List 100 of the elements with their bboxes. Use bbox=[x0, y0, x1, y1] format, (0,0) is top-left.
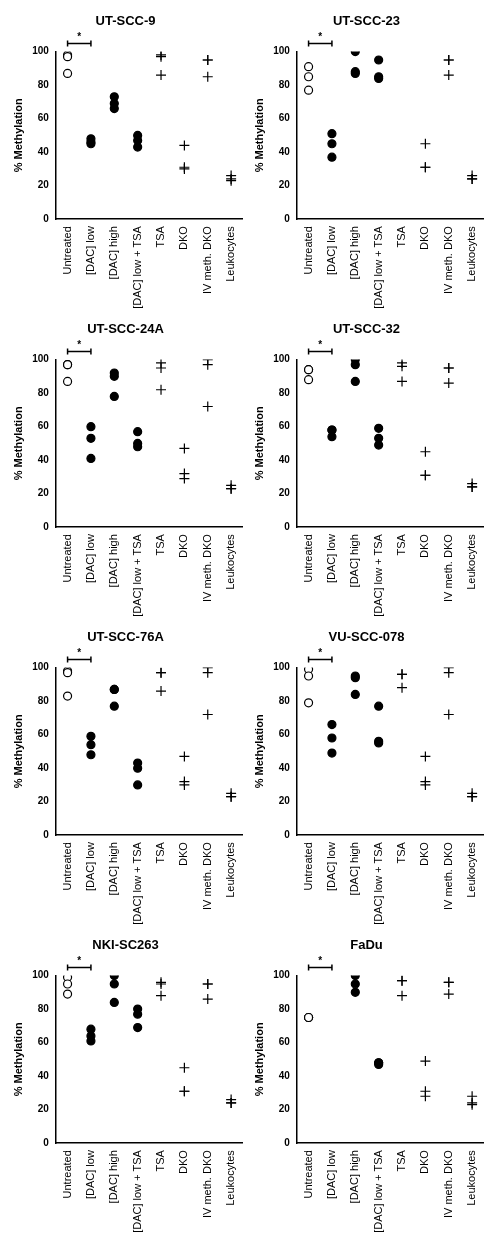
x-tick-label: [DAC] low + TSA bbox=[130, 841, 143, 925]
y-axis-title: % Methylation bbox=[11, 406, 24, 481]
y-tick-label: 20 bbox=[37, 1103, 50, 1115]
x-tick-label: Leukocytes bbox=[465, 225, 478, 282]
y-tick-label: 0 bbox=[284, 828, 291, 840]
x-tick-label: TSA bbox=[154, 225, 167, 248]
x-tick-label: [DAC] low + TSA bbox=[371, 533, 384, 617]
x-tick-label: Untreated bbox=[301, 226, 314, 275]
x-tick-label: Untreated bbox=[60, 842, 73, 891]
x-tick-label: TSA bbox=[395, 533, 408, 556]
x-tick-label: DKO bbox=[177, 841, 190, 867]
x-tick-label: [DAC] high bbox=[107, 534, 120, 588]
x-tick-label: Untreated bbox=[60, 1150, 73, 1199]
x-tick-label: [DAC] low bbox=[324, 1150, 337, 1200]
y-axis-title: % Methylation bbox=[252, 1022, 265, 1097]
x-tick-label: TSA bbox=[154, 533, 167, 556]
y-tick-label: 80 bbox=[37, 694, 50, 706]
x-tick-label: [DAC] high bbox=[348, 534, 361, 588]
y-tick-label: 0 bbox=[43, 828, 50, 840]
x-tick-label: [DAC] low + TSA bbox=[130, 533, 143, 617]
chart-title: UT-SCC-76A bbox=[87, 629, 165, 645]
y-tick-label: 100 bbox=[32, 45, 50, 57]
x-tick-label: TSA bbox=[154, 1149, 167, 1172]
chart-title: FaDu bbox=[350, 937, 383, 953]
y-tick-label: 20 bbox=[37, 795, 50, 807]
x-tick-label: IV meth. DKO bbox=[200, 533, 213, 603]
y-tick-label: 100 bbox=[273, 45, 291, 57]
y-tick-label: 20 bbox=[37, 179, 50, 191]
x-tick-label: [DAC] low bbox=[83, 534, 96, 584]
x-tick-label: DKO bbox=[418, 841, 431, 867]
x-tick-label: Leukocytes bbox=[465, 1149, 478, 1206]
y-tick-label: 40 bbox=[37, 1069, 50, 1081]
text: * bbox=[77, 31, 82, 43]
y-tick-label: 0 bbox=[43, 520, 50, 532]
y-tick-label: 0 bbox=[284, 212, 291, 224]
y-tick-label: 80 bbox=[278, 1002, 291, 1014]
x-tick-label: [DAC] high bbox=[107, 226, 120, 280]
x-tick-label: DKO bbox=[177, 225, 190, 251]
x-tick-label: DKO bbox=[177, 1149, 190, 1175]
x-tick-label: Leukocytes bbox=[465, 841, 478, 898]
chart-title: UT-SCC-32 bbox=[332, 321, 401, 337]
text: * bbox=[318, 339, 323, 351]
y-tick-label: 0 bbox=[43, 212, 50, 224]
y-tick-label: 80 bbox=[37, 1002, 50, 1014]
text: * bbox=[318, 647, 323, 659]
chart-title: NKI-SC263 bbox=[92, 937, 159, 953]
x-tick-label: [DAC] low bbox=[83, 226, 96, 276]
y-tick-label: 60 bbox=[37, 420, 50, 432]
y-tick-label: 60 bbox=[278, 112, 291, 124]
y-tick-label: 80 bbox=[278, 78, 291, 90]
y-tick-label: 60 bbox=[278, 420, 291, 432]
x-tick-label: [DAC] high bbox=[348, 226, 361, 280]
y-tick-label: 40 bbox=[37, 145, 50, 157]
x-tick-label: IV meth. DKO bbox=[441, 533, 454, 603]
x-tick-label: DKO bbox=[418, 225, 431, 251]
x-tick-label: IV meth. DKO bbox=[441, 841, 454, 911]
x-tick-label: Untreated bbox=[301, 1150, 314, 1199]
x-tick-label: TSA bbox=[395, 1149, 408, 1172]
y-tick-label: 40 bbox=[278, 145, 291, 157]
x-tick-label: Untreated bbox=[301, 842, 314, 891]
x-tick-label: IV meth. DKO bbox=[200, 841, 213, 911]
y-tick-label: 20 bbox=[278, 487, 291, 499]
y-tick-label: 100 bbox=[273, 661, 291, 673]
y-tick-label: 80 bbox=[278, 386, 291, 398]
x-tick-label: [DAC] low bbox=[324, 842, 337, 892]
text: * bbox=[77, 955, 82, 967]
y-tick-label: 100 bbox=[32, 353, 50, 365]
y-axis-title: % Methylation bbox=[252, 98, 265, 173]
x-tick-label: Untreated bbox=[60, 534, 73, 583]
y-tick-label: 100 bbox=[32, 969, 50, 981]
y-axis-title: % Methylation bbox=[252, 714, 265, 789]
chart-title: UT-SCC-24A bbox=[87, 321, 165, 337]
y-tick-label: 20 bbox=[278, 1103, 291, 1115]
y-tick-label: 60 bbox=[278, 728, 291, 740]
x-tick-label: DKO bbox=[418, 1149, 431, 1175]
x-tick-label: DKO bbox=[177, 533, 190, 559]
y-tick-label: 100 bbox=[32, 661, 50, 673]
x-tick-label: [DAC] low + TSA bbox=[371, 225, 384, 309]
x-tick-label: IV meth. DKO bbox=[441, 1149, 454, 1219]
y-axis-title: % Methylation bbox=[11, 1022, 24, 1097]
x-tick-label: [DAC] high bbox=[348, 842, 361, 896]
x-tick-label: [DAC] high bbox=[107, 1150, 120, 1204]
y-tick-label: 60 bbox=[278, 1036, 291, 1048]
x-tick-label: [DAC] low + TSA bbox=[130, 225, 143, 309]
x-tick-label: TSA bbox=[154, 841, 167, 864]
y-tick-label: 0 bbox=[43, 1136, 50, 1148]
x-tick-label: IV meth. DKO bbox=[200, 1149, 213, 1219]
x-tick-label: [DAC] low + TSA bbox=[371, 841, 384, 925]
x-tick-label: Untreated bbox=[60, 226, 73, 275]
y-tick-label: 20 bbox=[278, 179, 291, 191]
x-tick-label: IV meth. DKO bbox=[441, 225, 454, 295]
chart-title: VU-SCC-078 bbox=[328, 629, 405, 645]
y-tick-label: 60 bbox=[37, 1036, 50, 1048]
x-tick-label: [DAC] low bbox=[324, 226, 337, 276]
y-tick-label: 80 bbox=[37, 78, 50, 90]
x-tick-label: Leukocytes bbox=[224, 841, 237, 898]
x-tick-label: TSA bbox=[395, 841, 408, 864]
y-tick-label: 40 bbox=[278, 453, 291, 465]
y-tick-label: 60 bbox=[37, 728, 50, 740]
y-tick-label: 20 bbox=[37, 487, 50, 499]
